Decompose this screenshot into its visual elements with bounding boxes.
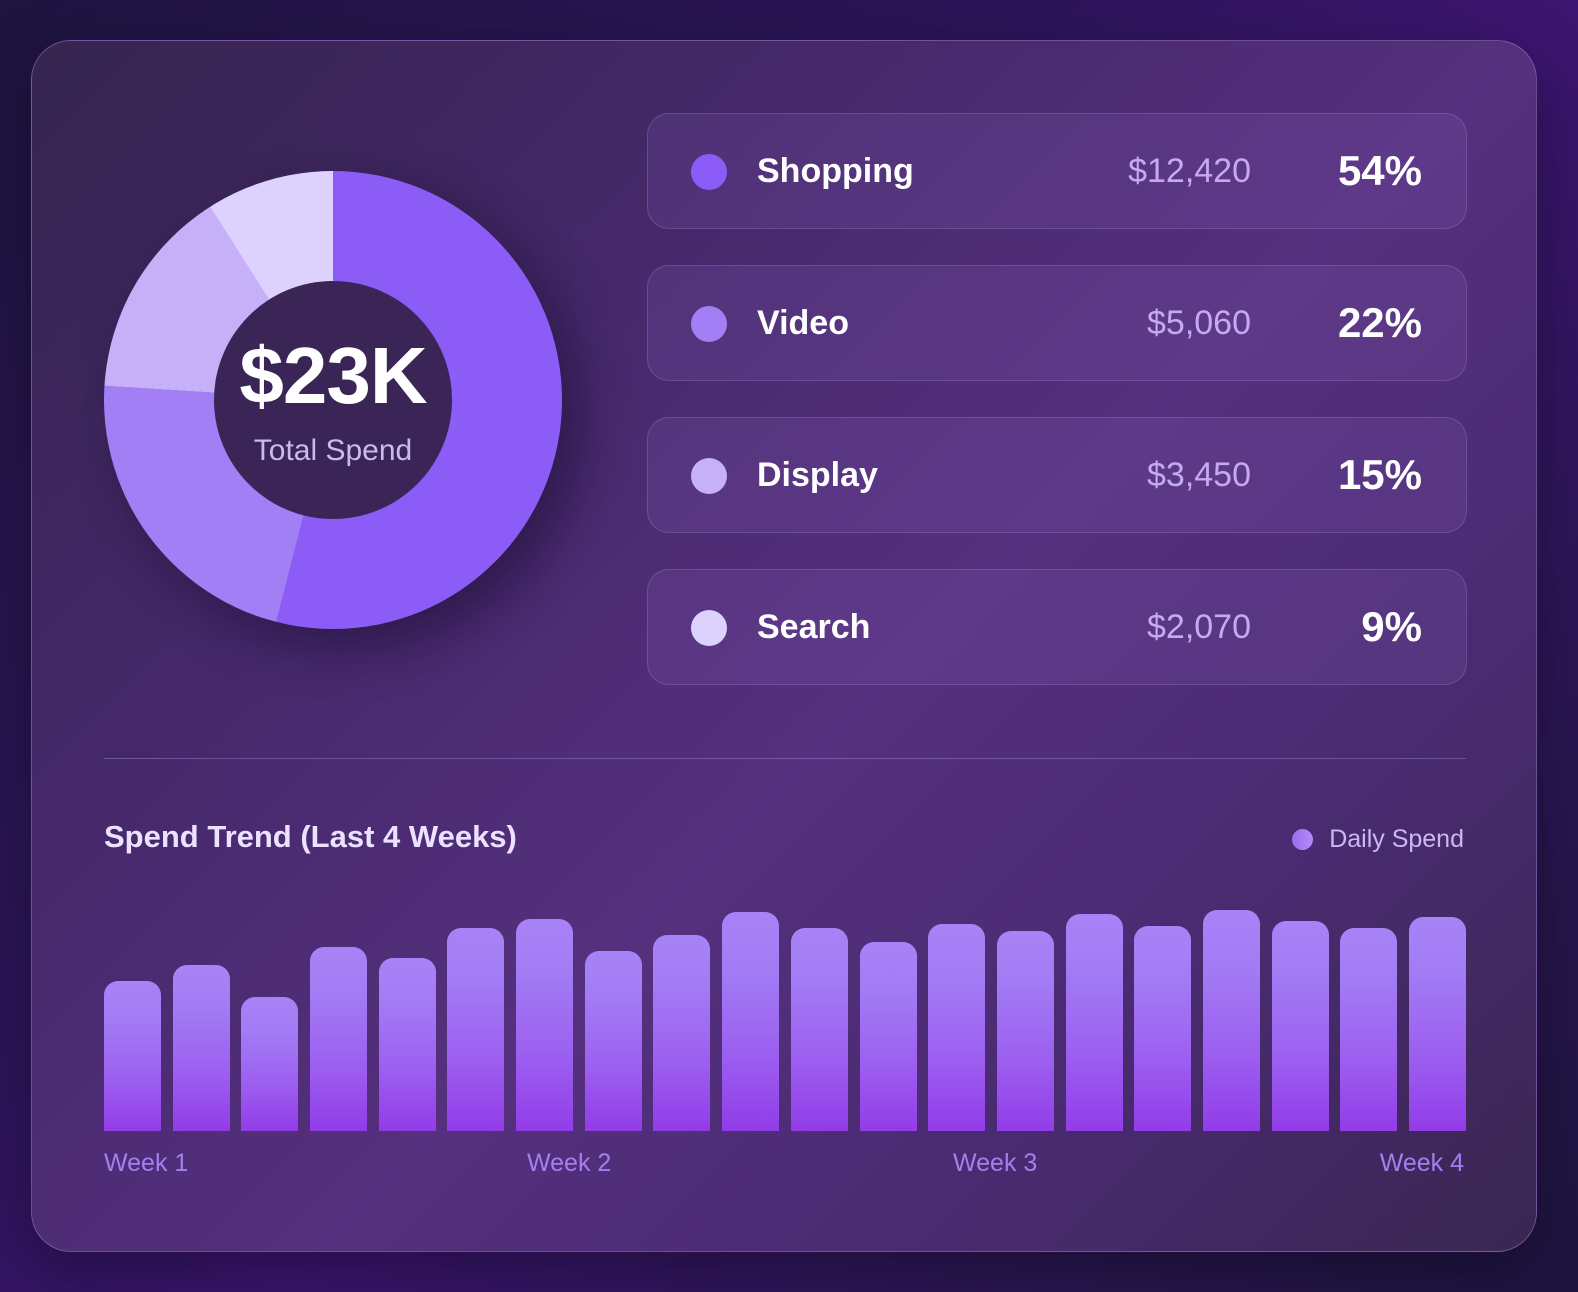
daily-spend-bar[interactable] bbox=[1134, 926, 1192, 1131]
daily-spend-bar[interactable] bbox=[584, 951, 642, 1131]
category-name: Search bbox=[757, 608, 871, 646]
category-amount: $12,420 bbox=[1128, 152, 1251, 190]
daily-spend-bar[interactable] bbox=[378, 958, 436, 1131]
daily-spend-bar[interactable] bbox=[447, 928, 505, 1131]
daily-spend-legend-dot-icon bbox=[1292, 829, 1314, 850]
total-spend-value: $23K bbox=[239, 331, 427, 420]
category-row-video[interactable]: Video $5,060 22% bbox=[647, 265, 1467, 381]
video-color-dot-icon bbox=[691, 306, 727, 342]
daily-spend-bar[interactable] bbox=[1409, 917, 1466, 1131]
daily-spend-bar[interactable] bbox=[516, 919, 574, 1131]
week-label-4: Week 4 bbox=[1379, 1149, 1464, 1177]
category-percent: 9% bbox=[1361, 603, 1422, 650]
week-label-1: Week 1 bbox=[104, 1149, 189, 1177]
category-amount: $5,060 bbox=[1147, 304, 1251, 342]
spend-card: $23K Total Spend Shopping $12,420 54% Vi… bbox=[31, 40, 1537, 1252]
trend-legend: Daily Spend bbox=[1292, 825, 1464, 854]
week-label-3: Week 3 bbox=[953, 1149, 1038, 1177]
daily-spend-bar[interactable] bbox=[859, 942, 917, 1131]
daily-spend-bar[interactable] bbox=[790, 928, 848, 1131]
category-row-shopping[interactable]: Shopping $12,420 54% bbox=[647, 113, 1467, 229]
daily-spend-bar[interactable] bbox=[653, 935, 711, 1131]
daily-spend-bar[interactable] bbox=[104, 981, 161, 1131]
daily-spend-bar[interactable] bbox=[1271, 921, 1329, 1131]
daily-spend-bar[interactable] bbox=[172, 965, 230, 1131]
daily-spend-bar[interactable] bbox=[722, 912, 780, 1131]
donut-center: $23K Total Spend bbox=[214, 281, 452, 519]
category-name: Shopping bbox=[757, 152, 914, 190]
week-label-2: Week 2 bbox=[527, 1149, 612, 1177]
category-name: Display bbox=[757, 456, 878, 494]
daily-spend-bar[interactable] bbox=[996, 931, 1054, 1131]
daily-spend-bar[interactable] bbox=[1202, 910, 1260, 1131]
trend-legend-label: Daily Spend bbox=[1329, 825, 1464, 853]
daily-spend-bar[interactable] bbox=[1340, 928, 1398, 1131]
category-row-search[interactable]: Search $2,070 9% bbox=[647, 569, 1467, 685]
category-percent: 15% bbox=[1337, 451, 1422, 498]
spend-donut-chart: $23K Total Spend bbox=[104, 171, 562, 629]
section-divider bbox=[104, 758, 1466, 759]
category-row-display[interactable]: Display $3,450 15% bbox=[647, 417, 1467, 533]
category-name: Video bbox=[757, 304, 849, 342]
trend-title: Spend Trend (Last 4 Weeks) bbox=[104, 819, 517, 854]
daily-spend-bar[interactable] bbox=[928, 924, 986, 1131]
search-color-dot-icon bbox=[691, 610, 727, 646]
category-amount: $3,450 bbox=[1147, 456, 1251, 494]
shopping-color-dot-icon bbox=[691, 154, 727, 190]
category-percent: 22% bbox=[1337, 299, 1422, 346]
daily-spend-bar-chart bbox=[104, 891, 1466, 1131]
category-percent: 54% bbox=[1337, 147, 1422, 194]
daily-spend-bar[interactable] bbox=[310, 947, 368, 1131]
daily-spend-bar[interactable] bbox=[1065, 914, 1123, 1131]
total-spend-label: Total Spend bbox=[253, 434, 413, 467]
daily-spend-bar[interactable] bbox=[241, 997, 299, 1131]
display-color-dot-icon bbox=[691, 458, 727, 494]
category-amount: $2,070 bbox=[1147, 608, 1251, 646]
